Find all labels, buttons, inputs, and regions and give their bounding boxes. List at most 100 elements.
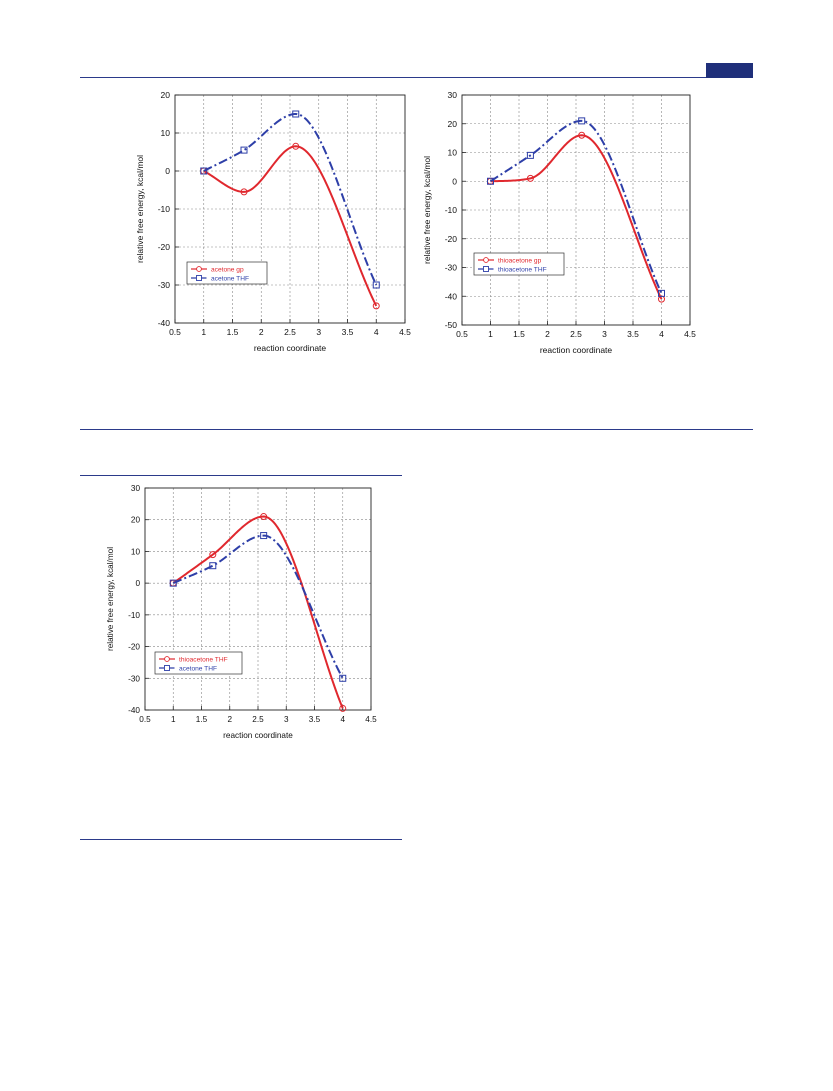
y-tick-label: 30 [448,90,458,100]
x-tick-label: 0.5 [169,327,181,337]
legend-entry: acetone THF [211,276,249,283]
y-tick-label: 20 [448,119,458,129]
data-point [372,302,380,310]
y-tick-label: 0 [452,176,457,186]
data-point [209,562,217,570]
x-tick-label: 2 [545,329,550,339]
figure-top-rule [80,475,402,476]
grid [145,488,371,710]
chart-thf-comparison: 0.5 1 1.5 2 2.5 3 3.5 4 4.5 -40 -30 -20 -10 0 10 20 30 re… [106,484,377,740]
x-tick-label: 2 [227,715,232,724]
y-tick-label: 10 [131,547,141,556]
series-line-acetone-THF [172,534,344,679]
series-line-acetone-gp [203,145,378,307]
series-line-thioacetone-gp [490,134,663,300]
x-tick-label: 1 [488,329,493,339]
legend-marker [164,665,170,671]
x-tick-label: 3.5 [627,329,639,339]
y-tick-label: 30 [131,484,141,493]
header-tab [706,63,753,78]
legend-marker [164,656,170,662]
legend-entry: thioacetone THF [179,657,228,664]
y-tick-label: -40 [158,318,171,328]
legend-entry: acetone THF [179,666,217,673]
legend-entry: acetone gp [211,267,244,274]
x-tick-label: 2 [259,327,264,337]
data-point [339,674,347,682]
y-tick-label: 20 [131,516,141,525]
series-line-acetone-THF [203,112,378,286]
grid [175,95,405,323]
data-point [260,532,268,540]
data-point [169,579,177,587]
data-point [578,117,586,125]
x-tick-label: 4 [340,715,345,724]
x-tick-label: 1.5 [513,329,525,339]
y-tick-label: 10 [161,128,171,138]
series-line-thioacetone-THF [172,515,344,709]
x-tick-label: 1.5 [196,715,208,724]
y-tick-label: -40 [128,706,140,715]
y-axis-label: relative free energy, kcal/mol [106,547,115,651]
y-tick-label: -30 [445,263,458,273]
legend-entry: thioacetone THF [498,267,547,274]
legend-marker [196,266,202,272]
grid [462,95,690,325]
data-point [260,513,268,521]
x-tick-label: 3 [602,329,607,339]
x-tick-label: 3.5 [309,715,321,724]
section-rule [80,429,753,430]
y-tick-label: -20 [128,643,140,652]
y-tick-label: -20 [158,242,171,252]
data-point [578,131,586,139]
x-tick-label: 0.5 [456,329,468,339]
figure-bottom-rule [80,839,402,840]
x-axis-label: reaction coordinate [223,731,293,740]
y-tick-label: -10 [128,611,140,620]
chart-acetone: 0.5 1 1.5 2 2.5 3 3.5 4 4.5 -40 -30 -20 -10 0 10 20 reac… [135,90,411,353]
data-point [658,289,665,297]
data-point [526,174,534,182]
data-point [487,177,494,185]
legend-box [154,651,243,675]
y-tick-label: -10 [445,205,458,215]
data-point [292,142,300,150]
x-tick-label: 1 [171,715,176,724]
legend-marker [483,266,489,272]
data-point [240,188,248,196]
x-tick-label: 4.5 [365,715,377,724]
x-tick-label: 3 [316,327,321,337]
y-axis-label: relative free energy, kcal/mol [422,156,432,264]
y-tick-label: 10 [448,148,458,158]
data-point [292,110,300,118]
data-point [372,281,380,289]
y-tick-label: -30 [128,674,140,683]
legend-marker [196,275,202,281]
x-axis-label: reaction coordinate [540,345,613,355]
x-tick-label: 4 [659,329,664,339]
y-tick-label: -10 [158,204,171,214]
y-tick-label: -40 [445,291,458,301]
legend-box [473,252,565,276]
y-tick-label: -30 [158,280,171,290]
chart-thioacetone: 0.5 1 1.5 2 2.5 3 3.5 4 4.5 -50 -40 -30 -20 -10 0 10 20 3… [422,90,696,355]
y-tick-label: -20 [445,234,458,244]
x-tick-label: 4.5 [399,327,411,337]
legend-box [186,261,268,285]
x-tick-label: 2.5 [284,327,296,337]
x-tick-label: 1 [201,327,206,337]
legend: thioacetone gp thioacetone THF [473,252,565,276]
y-tick-label: 20 [161,90,171,100]
legend: thioacetone THF acetone THF [154,651,243,675]
y-tick-label: 0 [165,166,170,176]
x-axis-label: reaction coordinate [254,343,327,353]
y-tick-label: -50 [445,320,458,330]
data-point [339,704,347,712]
x-tick-label: 3.5 [342,327,354,337]
x-tick-label: 3 [284,715,289,724]
data-point [526,151,534,159]
x-tick-label: 0.5 [139,715,151,724]
x-tick-label: 1.5 [227,327,239,337]
legend-marker [483,257,489,263]
y-tick-label: 0 [135,579,140,588]
